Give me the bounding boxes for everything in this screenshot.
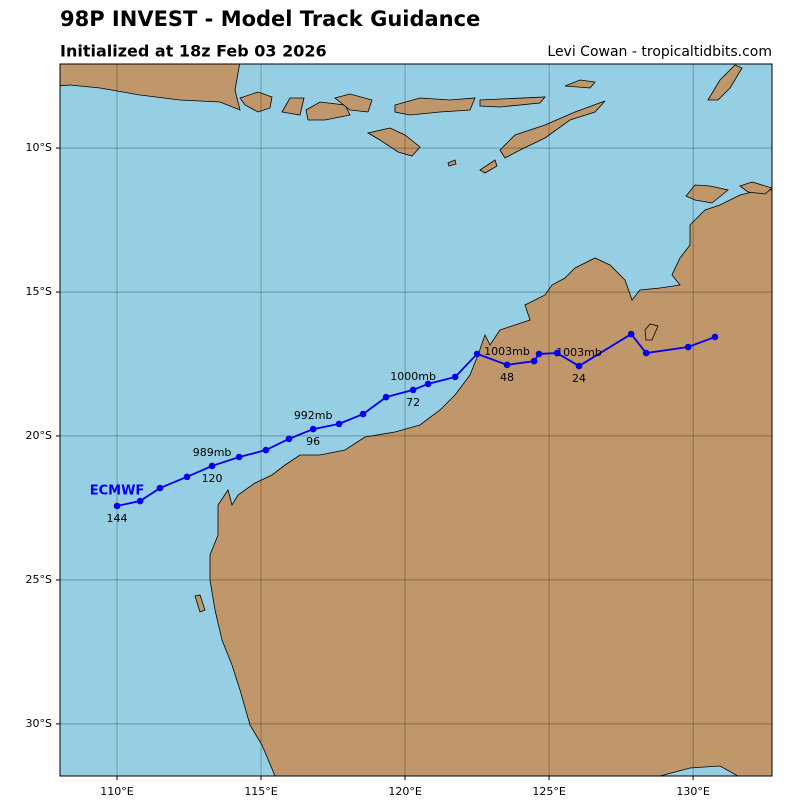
track-point — [382, 393, 390, 401]
island — [479, 159, 498, 174]
y-tick-label: 30°S — [26, 717, 52, 730]
x-tick-label: 120°E — [388, 785, 421, 798]
track-point — [530, 357, 538, 365]
track-point — [535, 350, 543, 358]
hour-label: 72 — [406, 396, 420, 409]
hour-label: 96 — [306, 435, 320, 448]
island — [60, 64, 241, 111]
y-tick-label: 20°S — [26, 429, 52, 442]
track-point — [409, 386, 417, 394]
track-point — [309, 425, 317, 433]
island — [394, 97, 476, 116]
y-tick-label: 25°S — [26, 573, 52, 586]
track-point — [285, 435, 293, 443]
track-point — [424, 380, 432, 388]
pressure-label: 1000mb — [390, 370, 436, 383]
y-tick-label: 15°S — [26, 285, 52, 298]
track-point — [627, 330, 635, 338]
track-point — [235, 453, 243, 461]
island — [239, 91, 273, 113]
x-tick-label: 130°E — [676, 785, 709, 798]
hour-label: 120 — [202, 472, 223, 485]
hour-label: 24 — [572, 372, 586, 385]
map — [60, 64, 772, 776]
frame — [59, 63, 773, 777]
island — [305, 101, 351, 121]
x-tick-label: 125°E — [532, 785, 565, 798]
hour-label: 48 — [500, 371, 514, 384]
track-point — [113, 502, 121, 510]
track-point — [136, 497, 144, 505]
island — [447, 159, 457, 167]
hour-label: 144 — [107, 512, 128, 525]
island — [281, 97, 305, 116]
island — [194, 594, 206, 613]
island — [334, 93, 373, 113]
track-point — [711, 333, 719, 341]
y-tick-label: 10°S — [26, 141, 52, 154]
grid — [60, 64, 772, 776]
island — [707, 64, 743, 101]
island — [366, 127, 421, 157]
track-point — [503, 361, 511, 369]
pressure-label: 1003mb — [556, 346, 602, 359]
island — [685, 184, 729, 204]
pressure-label: 992mb — [294, 409, 333, 422]
pressure-label: 989mb — [193, 446, 232, 459]
track-point — [553, 349, 561, 357]
pressure-label: 1003mb — [484, 345, 530, 358]
series-name: ECMWF — [90, 483, 145, 498]
track-point — [451, 373, 459, 381]
track-point — [359, 410, 367, 418]
island — [479, 96, 546, 108]
track-point — [262, 446, 270, 454]
track-point — [575, 362, 583, 370]
track-point — [208, 462, 216, 470]
x-tick-label: 115°E — [244, 785, 277, 798]
chart-title: 98P INVEST - Model Track Guidance — [60, 7, 480, 31]
island — [739, 181, 772, 195]
credit: Levi Cowan - tropicaltidbits.com — [547, 44, 772, 60]
x-tick-label: 110°E — [100, 785, 133, 798]
track-point — [473, 350, 481, 358]
island — [564, 79, 596, 89]
island — [644, 323, 659, 341]
track-point — [335, 420, 343, 428]
chart-subtitle: Initialized at 18z Feb 03 2026 — [60, 42, 327, 61]
island — [499, 100, 606, 159]
track-point — [642, 349, 650, 357]
track-point — [684, 343, 692, 351]
track-point — [156, 484, 164, 492]
track-point — [183, 473, 191, 481]
